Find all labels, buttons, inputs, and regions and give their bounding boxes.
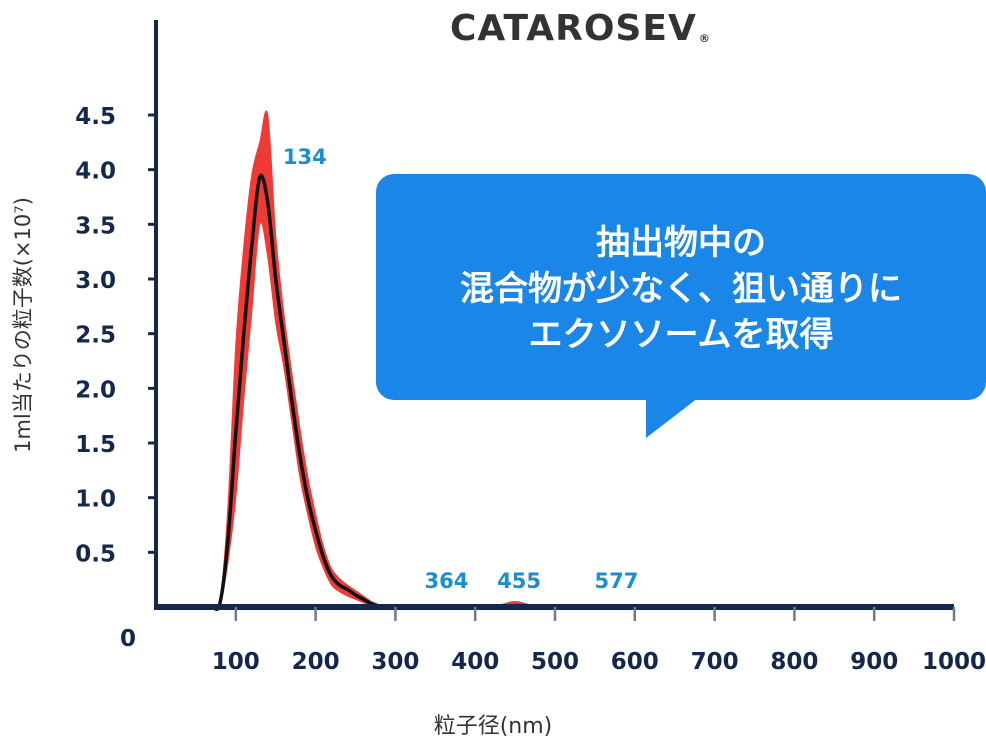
mean-line	[202, 173, 398, 612]
registered-mark: ®	[698, 32, 711, 45]
y-tick-label: 4.5	[75, 104, 116, 130]
x-tick-label: 700	[691, 649, 739, 675]
y-tick-label: 2.5	[75, 323, 116, 349]
x-tick-label: 800	[770, 649, 818, 675]
y-axis-label: 1ml当たりの粒子数(×10⁷)	[11, 197, 35, 453]
y-tick-label: 4.0	[75, 159, 116, 185]
callout-line-2: 混合物が少なく、狙い通りに	[460, 269, 902, 309]
x-tick-label: 300	[371, 649, 419, 675]
origin-label: 0	[120, 626, 136, 652]
y-tick-label: 1.5	[75, 432, 116, 458]
peak-annotation: 455	[497, 569, 541, 593]
x-tick-label: 500	[531, 649, 579, 675]
x-tick-label: 400	[451, 649, 499, 675]
y-tick-label: 1.0	[75, 487, 116, 513]
callout-tail	[646, 398, 698, 438]
peak-annotation: 134	[283, 145, 327, 169]
x-tick-label: 600	[611, 649, 659, 675]
callout-line-3: エクソソームを取得	[528, 315, 834, 355]
x-tick-label: 900	[850, 649, 898, 675]
y-tick-label: 0.5	[75, 541, 116, 567]
y-tick-label: 2.0	[75, 377, 116, 403]
x-tick-label: 200	[292, 649, 340, 675]
peak-annotation: 577	[595, 569, 639, 593]
x-tick-label: 100	[212, 649, 260, 675]
x-axis-label: 粒子径(nm)	[433, 714, 553, 739]
callout-text: 抽出物中の 混合物が少なく、狙い通りに エクソソームを取得	[376, 220, 986, 358]
chart-title-text: CATAROSEV	[450, 8, 697, 49]
x-tick-label: 1000	[922, 649, 986, 675]
callout-line-1: 抽出物中の	[596, 223, 766, 263]
chart-title: CATAROSEV ®	[450, 8, 720, 49]
peak-annotation: 364	[425, 569, 469, 593]
y-tick-label: 3.5	[75, 213, 116, 239]
y-tick-label: 3.0	[75, 268, 116, 294]
callout-box	[376, 174, 986, 400]
